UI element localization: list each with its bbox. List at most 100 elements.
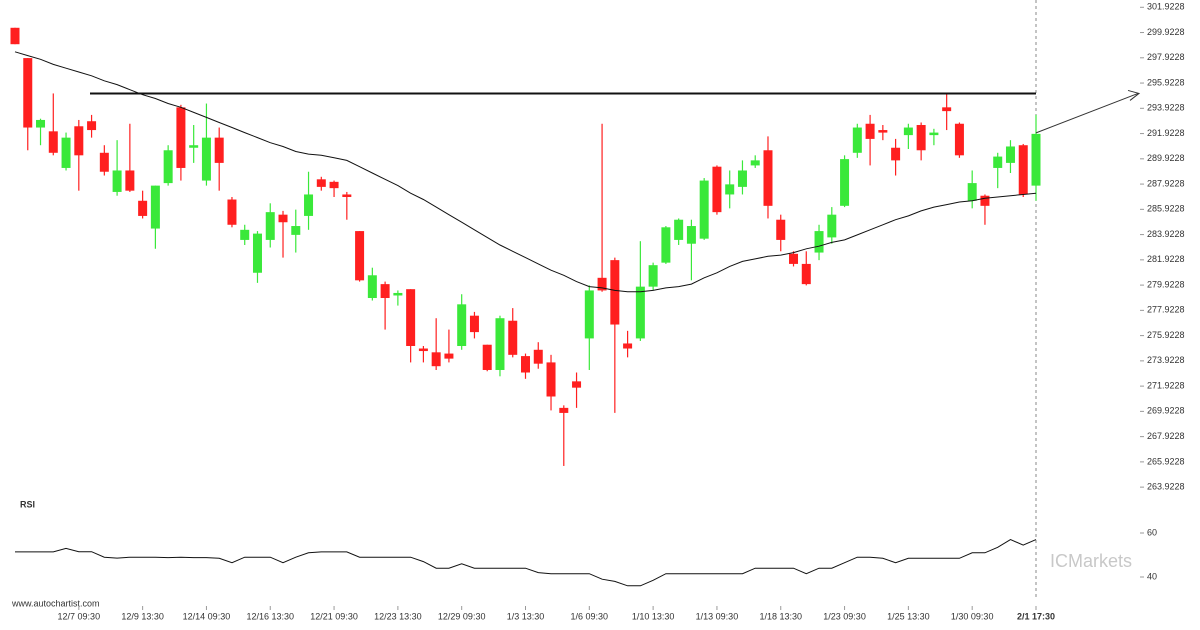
candle-body [814, 231, 824, 253]
x-tick-label: 1/10 13:30 [632, 611, 675, 621]
candle-body [1005, 146, 1015, 163]
candle-body [891, 147, 901, 161]
candle-body [878, 130, 888, 133]
x-tick-label: 1/3 13:30 [507, 611, 545, 621]
candle-body [712, 166, 722, 213]
candle-body [903, 127, 913, 136]
candle-body [431, 352, 441, 367]
candle-body [840, 159, 850, 206]
candle-body [150, 185, 160, 229]
x-tick-label: 12/16 13:30 [246, 611, 294, 621]
candle-body [48, 131, 58, 153]
watermark: ICMarkets [1050, 551, 1132, 571]
rsi-line [15, 539, 1037, 587]
candle-body [125, 170, 135, 191]
x-tick-label: 1/6 09:30 [571, 611, 609, 621]
y-tick-label: 283.9228 [1147, 229, 1185, 239]
candle-body [827, 214, 837, 238]
candle-body [240, 229, 250, 240]
candle-body [776, 219, 786, 240]
x-tick-label: 12/14 09:30 [183, 611, 231, 621]
x-tick-label: 12/23 13:30 [374, 611, 422, 621]
candle-body [597, 277, 607, 291]
y-tick-label: 293.9228 [1147, 103, 1185, 113]
source: www.autochartist.com [11, 598, 100, 608]
candle-body [572, 381, 582, 388]
candle-body [189, 145, 199, 148]
candle-body [584, 290, 594, 339]
candle-body [176, 107, 186, 168]
candle-body [725, 184, 735, 195]
rsi-tick-label: 40 [1147, 571, 1157, 581]
candle-body [1018, 145, 1028, 195]
candle-body [367, 275, 377, 299]
candle-body [521, 356, 530, 373]
candle-body [559, 407, 569, 413]
candle-body [546, 362, 556, 397]
candle-body [929, 132, 939, 136]
candle-body [635, 286, 645, 339]
rsi-label: RSI [20, 499, 35, 509]
candle-body [686, 226, 696, 244]
x-tick-label: 12/7 09:30 [58, 611, 101, 621]
candle-body [789, 253, 799, 264]
candle-body [265, 212, 275, 240]
candle-body [316, 179, 326, 187]
candle-body [304, 194, 314, 216]
x-tick-label: 1/25 13:30 [887, 611, 930, 621]
candle-body [865, 123, 875, 139]
candle-body [916, 125, 926, 151]
y-tick-label: 267.9228 [1147, 431, 1185, 441]
candle-body [1031, 133, 1041, 186]
candle-body [393, 292, 403, 296]
candle-body [418, 348, 428, 352]
y-tick-label: 281.9228 [1147, 254, 1185, 264]
y-tick-label: 279.9228 [1147, 279, 1185, 289]
candle-body [508, 320, 518, 355]
candle-body [967, 183, 977, 201]
y-tick-label: 277.9228 [1147, 305, 1185, 315]
candle-body [623, 343, 633, 349]
y-tick-label: 273.9228 [1147, 355, 1185, 365]
candle-body [99, 152, 109, 172]
candle-body [457, 304, 467, 346]
y-tick-label: 275.9228 [1147, 330, 1185, 340]
arrow-head [1127, 89, 1141, 101]
candle-body [329, 181, 339, 189]
candle-body [23, 58, 33, 128]
candle-body [610, 260, 620, 325]
candle-body [648, 265, 658, 287]
candle-body [674, 219, 684, 240]
candle-body [852, 127, 862, 153]
candle-body [763, 150, 773, 206]
candle-body [163, 150, 173, 184]
y-tick-label: 285.9228 [1147, 204, 1185, 214]
y-tick-label: 297.9228 [1147, 52, 1185, 62]
candle-body [10, 27, 20, 45]
y-tick-label: 287.9228 [1147, 178, 1185, 188]
candle-body [138, 200, 148, 216]
y-tick-label: 295.9228 [1147, 77, 1185, 87]
x-tick-label: 12/29 09:30 [438, 611, 486, 621]
candle-body [355, 231, 365, 281]
y-tick-label: 263.9228 [1147, 482, 1185, 492]
candle-body [406, 289, 416, 346]
candle-body [482, 344, 492, 370]
candle-body [112, 170, 122, 192]
candle-body [750, 160, 760, 166]
candle-body [801, 263, 811, 285]
x-tick-label: 12/21 09:30 [310, 611, 358, 621]
y-tick-label: 289.9228 [1147, 153, 1185, 163]
candle-body [661, 227, 671, 263]
x-tick-label: 1/13 09:30 [696, 611, 739, 621]
candle-body [201, 137, 211, 181]
candle-body [214, 137, 224, 163]
candle-body [533, 349, 543, 364]
candle-body [291, 226, 301, 235]
candle-body [227, 199, 237, 225]
candle-body [380, 284, 390, 299]
projection-arrow [1035, 92, 1139, 134]
candle-body [74, 126, 84, 156]
y-tick-label: 291.9228 [1147, 128, 1185, 138]
